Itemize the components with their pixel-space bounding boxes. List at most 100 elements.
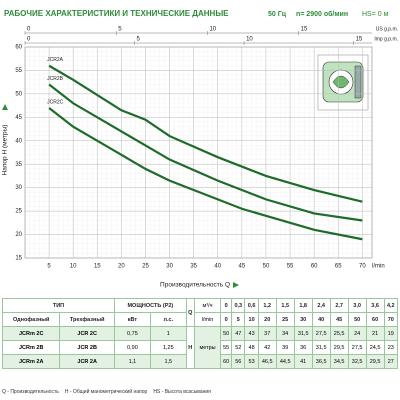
- top-tick-label: 15: [356, 37, 363, 43]
- table-cell: 50: [220, 326, 233, 341]
- y-axis-label: Напор H (метры): [2, 125, 9, 176]
- table-cell: 3,6: [365, 298, 385, 313]
- table-cell: 3,0: [347, 298, 367, 313]
- chart-title: РАБОЧИЕ ХАРАКТЕРИСТИКИ И ТЕХНИЧЕСКИЕ ДАН…: [4, 9, 229, 18]
- table-cell: 37: [257, 326, 277, 341]
- table-cell: 36: [293, 340, 313, 355]
- x-tick-label: 40: [214, 264, 221, 270]
- table-cell: 27,5: [311, 326, 331, 341]
- top-tick-label: 5: [137, 37, 141, 43]
- table-cell: 44,5: [275, 354, 295, 369]
- table-cell: 23: [383, 340, 399, 355]
- table-cell: Q: [185, 298, 195, 327]
- table-cell: 53: [244, 354, 259, 369]
- pump-icon: [317, 54, 369, 111]
- table-row: JCRm 2A JCR 2A 1,1 1,5 60 56 53 46,5 44,5 41 36,5 3…: [1, 354, 399, 369]
- top-axis-label: Imp g.p.m.: [374, 36, 398, 42]
- table-cell: Трехфазный: [59, 312, 115, 327]
- table-cell: H: [185, 326, 195, 369]
- table-cell: 27: [383, 354, 399, 369]
- curve: [48, 83, 363, 222]
- x-tick-label: 55: [287, 264, 294, 270]
- table-cell: JCR 2C: [59, 326, 115, 341]
- y-tick-label: 55: [15, 68, 22, 74]
- curve-label: JCR2C: [47, 99, 64, 105]
- y-tick-label: 15: [15, 256, 22, 262]
- table-cell: 60: [365, 312, 385, 327]
- top-tick-label: 10: [209, 27, 216, 33]
- top-tick-label: 10: [246, 37, 253, 43]
- table-cell: 4,2: [383, 298, 399, 313]
- table-cell: Однофазный: [1, 312, 61, 327]
- x-tick-label: 30: [166, 264, 173, 270]
- table-cell: 2,7: [329, 298, 349, 313]
- table-row: Однофазный Трехфазный кВт л.с. l/min 0 5 10 20 25…: [1, 312, 399, 327]
- table-cell: JCR 2B: [59, 340, 115, 355]
- table-cell: 1,25: [149, 340, 187, 355]
- table-cell: 32,5: [347, 354, 367, 369]
- y-tick-label: 30: [15, 185, 22, 191]
- table-cell: 55: [220, 340, 233, 355]
- table-cell: 1,5: [149, 354, 187, 369]
- table-cell: 45: [329, 312, 349, 327]
- table-cell: 20: [257, 312, 277, 327]
- top-tick-label: 5: [118, 27, 122, 33]
- table-cell: кВт: [113, 312, 151, 327]
- table-cell: 27,5: [347, 340, 367, 355]
- table-cell: 43: [244, 326, 259, 341]
- table-cell: JCRm 2A: [1, 354, 61, 369]
- table-cell: 46,5: [257, 354, 277, 369]
- table-cell: 0,6: [244, 298, 259, 313]
- y-tick-label: 50: [15, 91, 22, 97]
- x-tick-label: 5: [47, 264, 51, 270]
- table-cell: 40: [311, 312, 331, 327]
- table-cell: 41: [293, 354, 313, 369]
- table-cell: 36,5: [311, 354, 331, 369]
- x-tick-label: 70: [359, 264, 366, 270]
- table-cell: 24,5: [365, 340, 385, 355]
- arrow: [2, 104, 8, 110]
- y-tick-label: 60: [15, 45, 22, 51]
- footer: Q - Производительность H - Общий манометр…: [2, 389, 217, 395]
- table-cell: 21: [365, 326, 385, 341]
- table-cell: 1,8: [293, 298, 313, 313]
- table-cell: 25,5: [329, 326, 349, 341]
- table-cell: 30: [293, 312, 313, 327]
- table-cell: JCR 2A: [59, 354, 115, 369]
- table-cell: 56: [231, 354, 246, 369]
- y-tick-label: 45: [15, 115, 22, 121]
- table-cell: 52: [231, 340, 246, 355]
- y-tick-label: 20: [15, 232, 22, 238]
- table-cell: м³/ч: [193, 298, 222, 313]
- table-cell: 1,5: [275, 298, 295, 313]
- top-tick-label: 0: [27, 27, 31, 33]
- table-cell: 70: [383, 312, 399, 327]
- x-tick-label: 60: [311, 264, 318, 270]
- table-cell: 1: [149, 326, 187, 341]
- chart: РАБОЧИЕ ХАРАКТЕРИСТИКИ И ТЕХНИЧЕСКИЕ ДАН…: [2, 9, 398, 289]
- table-cell: 60: [220, 354, 233, 369]
- curve-label: JCR2B: [47, 76, 64, 82]
- footer-note: H - Общий манометрический напор: [64, 389, 148, 395]
- curve: [48, 64, 363, 203]
- x-tick-label: 50: [263, 264, 270, 270]
- curve-label: JCR2A: [47, 57, 64, 63]
- table-cell: 1,2: [257, 298, 277, 313]
- table-cell: JCRm 2C: [1, 326, 61, 341]
- table-cell: 0: [220, 298, 233, 313]
- table-cell: 0: [220, 312, 233, 327]
- x-tick-label: 10: [70, 264, 77, 270]
- table-cell: 10: [244, 312, 259, 327]
- table-cell: 47: [231, 326, 246, 341]
- table-cell: МОЩНОСТЬ (P2): [113, 298, 187, 313]
- x-tick-label: 35: [190, 264, 197, 270]
- table-cell: 2,4: [311, 298, 331, 313]
- table-cell: 0,90: [113, 340, 151, 355]
- footer-note: Q - Производительность: [2, 389, 59, 395]
- table-cell: 39: [275, 340, 295, 355]
- table-cell: 34,5: [329, 354, 349, 369]
- x-axis-label: Производительность Q: [160, 282, 230, 289]
- arrow: [233, 282, 239, 288]
